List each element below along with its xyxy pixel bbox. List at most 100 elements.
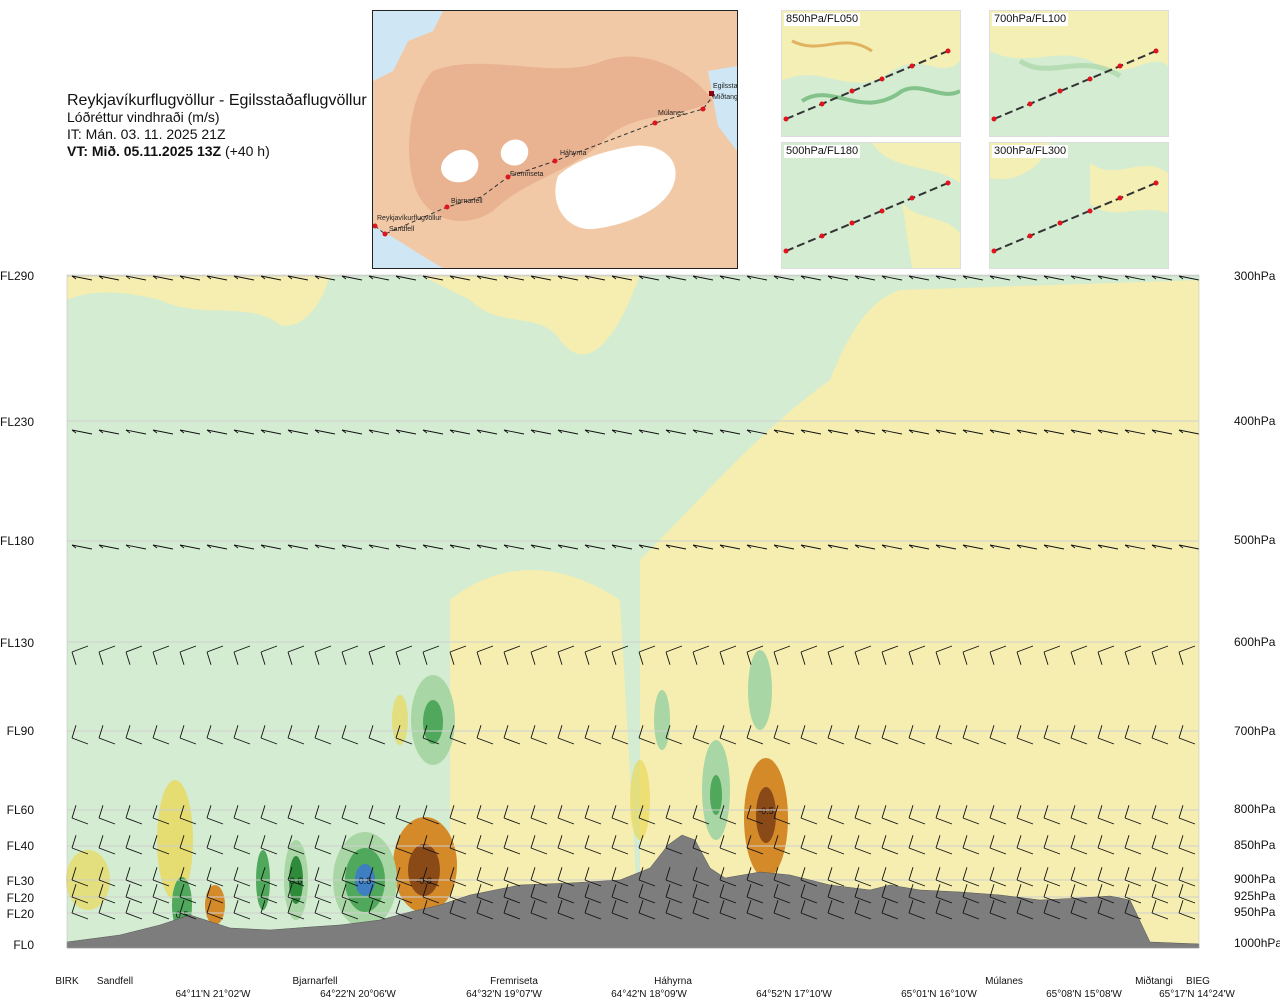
wind-barb (827, 275, 849, 281)
level-map-700-label: 700hPa/FL100 (992, 13, 1069, 26)
wind-barb (557, 544, 579, 550)
wind-barb (1178, 544, 1200, 550)
wind-barb (260, 725, 278, 745)
wind-barb (638, 429, 660, 435)
wind-barb (422, 725, 440, 745)
wind-barb (1151, 725, 1169, 745)
wind-barb (692, 900, 710, 920)
wind-barb (665, 429, 687, 435)
wind-barb (746, 725, 764, 745)
wind-barb (1070, 275, 1092, 281)
level-map-route (993, 50, 1157, 120)
hpa-label: 900hPa (1234, 872, 1276, 886)
level-map-waypoints (991, 180, 1159, 254)
wind-barb (1043, 835, 1061, 855)
wind-barb (233, 429, 255, 435)
wind-barb (314, 867, 332, 887)
waypoint-label: Múlanes (985, 976, 1023, 987)
wind-barb (962, 645, 980, 665)
fl-label: FL60 (6, 803, 34, 817)
wind-barb (746, 867, 764, 887)
map-label-egilsstadir: Egilsstaðir (713, 82, 737, 90)
wind-barb (962, 275, 984, 281)
wind-barb (71, 429, 93, 435)
wind-barb (179, 544, 201, 550)
wind-barb (719, 884, 737, 904)
wind-barb (314, 275, 336, 281)
wind-barb (1043, 429, 1065, 435)
wind-barb (341, 835, 359, 855)
wind-barb (449, 805, 467, 825)
coordinate-label: 64°22'N 20°06'W (320, 989, 396, 1000)
wind-barb (773, 544, 795, 550)
wind-barb (179, 805, 197, 825)
wind-barb (1178, 884, 1196, 904)
wind-barb (854, 645, 872, 665)
wind-barb (1178, 867, 1196, 887)
cell-value-label: 0.5 (176, 910, 189, 920)
cell-downdraft-max-1 (408, 844, 440, 896)
wind-barb (1070, 544, 1092, 550)
wind-barb (665, 835, 683, 855)
wind-barb (179, 275, 201, 281)
wind-barb (611, 645, 629, 665)
wind-barb (827, 645, 845, 665)
wind-barb (692, 429, 714, 435)
wind-barb (260, 835, 278, 855)
wind-barb (260, 867, 278, 887)
wind-barb (584, 900, 602, 920)
fl-label: FL20 (6, 891, 34, 905)
wind-barb (233, 884, 251, 904)
wind-barb (557, 805, 575, 825)
wind-barb (71, 725, 89, 745)
wind-barb (692, 544, 714, 550)
wind-barb (719, 544, 741, 550)
cell-value-label: 0.6 (290, 876, 303, 886)
wind-barb (233, 544, 255, 550)
glacier-vatnajokull (555, 145, 676, 230)
wind-barb (881, 725, 899, 745)
wind-barb (773, 884, 791, 904)
wind-barb (179, 884, 197, 904)
wind-barb (314, 544, 336, 550)
waypoint-label: Háhyrna (654, 976, 692, 987)
wind-barb (530, 725, 548, 745)
valid-time-date: VT: Mið. 05.11.2025 13Z (67, 143, 222, 159)
wind-barb (746, 645, 764, 665)
wind-barb (125, 900, 143, 920)
wind-barb (935, 867, 953, 887)
route-map-labels: Reykjavíkurflugvöllur Sandfell Bjarnarfe… (377, 82, 737, 233)
wind-barb (233, 867, 251, 887)
waypoint-label: BIEG (1186, 976, 1210, 987)
glacier-hofsjokull (500, 139, 529, 166)
wind-barb (773, 867, 791, 887)
wind-barb (1016, 867, 1034, 887)
wind-barb (1124, 645, 1142, 665)
wind-barb (1178, 429, 1200, 435)
cell-value-label: -0.5 (758, 806, 774, 816)
wind-barb (125, 275, 147, 281)
wind-barb (746, 544, 768, 550)
wind-barb (233, 900, 251, 920)
wind-barb (935, 725, 953, 745)
wind-barb (1016, 275, 1038, 281)
wind-barb (368, 884, 386, 904)
hpa-label: 925hPa (1234, 889, 1276, 903)
wind-barb (260, 429, 282, 435)
wind-barb (800, 725, 818, 745)
wind-barb (665, 867, 683, 887)
wind-barb (530, 544, 552, 550)
wind-barb (557, 900, 575, 920)
waypoint-marker-fremriseta (505, 174, 511, 180)
wind-barb (854, 725, 872, 745)
wind-barb (800, 900, 818, 920)
wind-barb (314, 429, 336, 435)
wind-barb (746, 805, 764, 825)
level-map-850-label: 850hPa/FL050 (784, 13, 861, 26)
wind-barb (1016, 429, 1038, 435)
wind-barb (1124, 835, 1142, 855)
wind-barb (611, 900, 629, 920)
wind-barb (1178, 645, 1196, 665)
wind-barb (152, 835, 170, 855)
cell-downdraft-light-3 (392, 695, 408, 745)
